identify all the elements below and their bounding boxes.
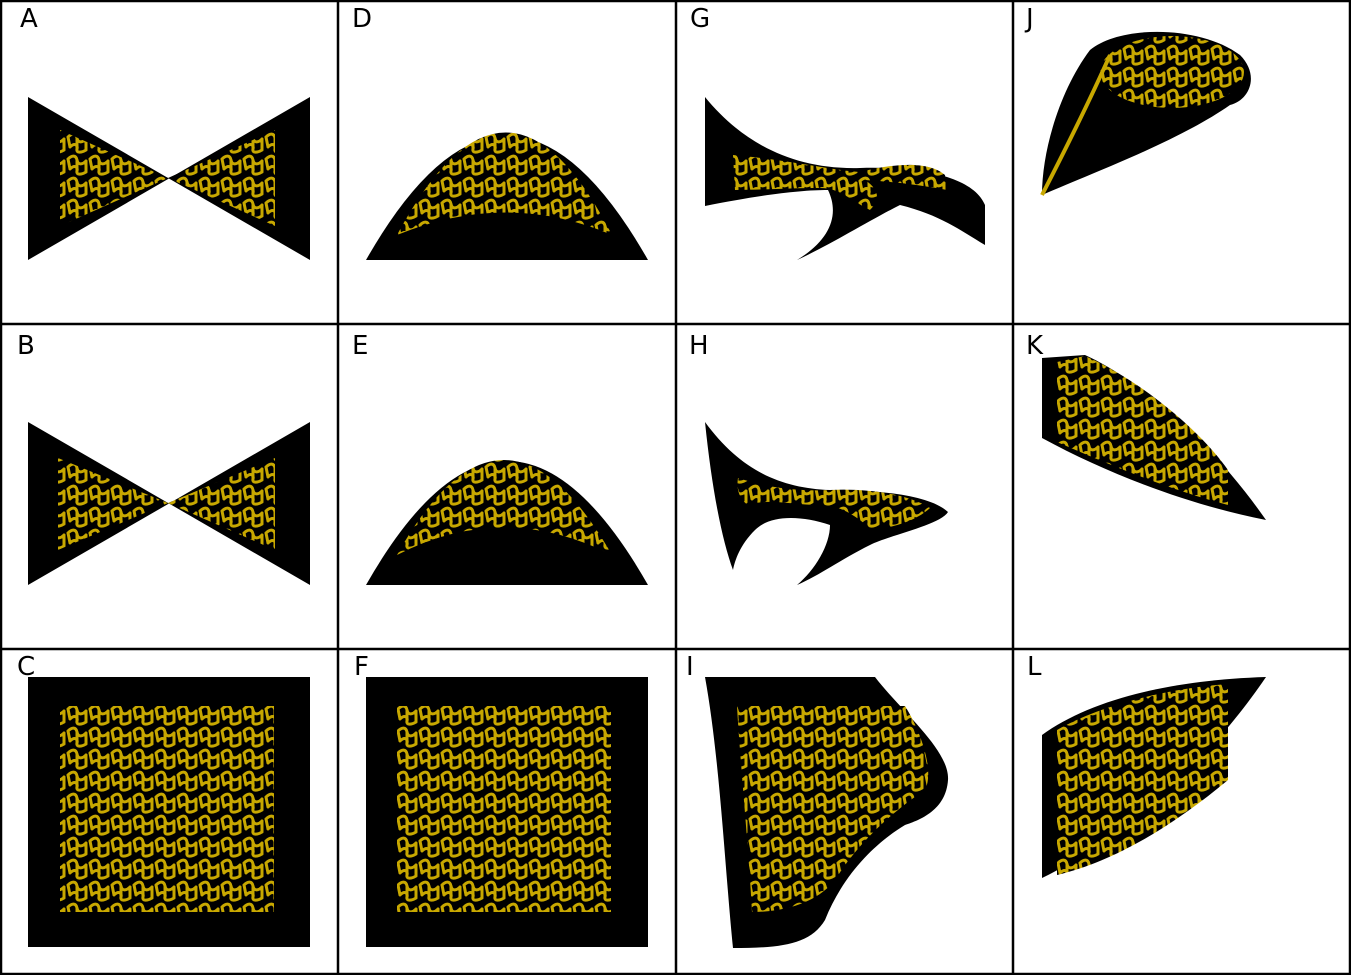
panel-k: K: [1026, 331, 1266, 520]
panel-label: B: [17, 331, 35, 361]
panel-i: I: [686, 652, 949, 948]
panel-f: F: [354, 652, 648, 947]
panel-c: C: [17, 652, 310, 947]
panel-label: C: [17, 652, 35, 682]
panel-label: F: [354, 652, 369, 682]
panel-label: D: [352, 4, 372, 34]
panel-label: I: [686, 652, 694, 682]
panel-label: E: [352, 331, 368, 361]
panel-label: J: [1024, 4, 1034, 34]
panel-b: B: [17, 331, 310, 585]
panel-label: H: [689, 331, 709, 361]
panel-g: G: [690, 4, 985, 260]
panel-h: H: [689, 331, 948, 585]
panel-label: G: [690, 4, 710, 34]
panel-label: L: [1027, 652, 1042, 682]
panel-d: D: [352, 4, 648, 260]
panel-a: A: [20, 4, 310, 260]
panel-label: K: [1026, 331, 1044, 361]
panel-l: L: [1027, 652, 1266, 878]
panel-j: J: [1024, 4, 1251, 196]
panel-e: E: [352, 331, 648, 585]
panel-label: A: [20, 4, 38, 34]
